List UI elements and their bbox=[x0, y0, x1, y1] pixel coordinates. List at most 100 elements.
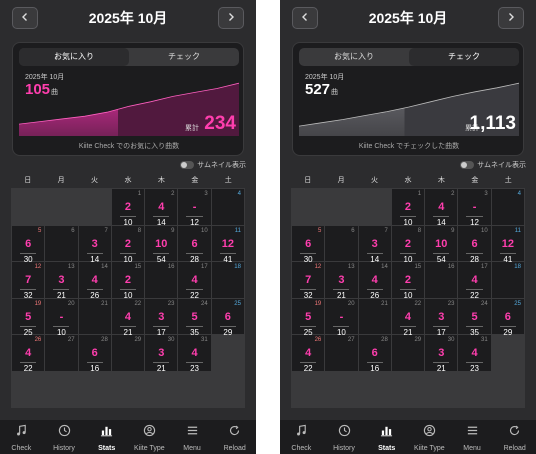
calendar-day-cell[interactable]: 14 4 26 bbox=[358, 262, 391, 300]
thumbnail-toggle[interactable]: サムネイル表示 bbox=[180, 160, 246, 170]
calendar-day-cell[interactable]: 13 3 21 bbox=[45, 262, 78, 300]
calendar-day-cell[interactable]: 21 bbox=[358, 298, 391, 334]
calendar-day-cell[interactable]: 16 bbox=[425, 262, 458, 298]
tab-reload[interactable]: Reload bbox=[493, 420, 536, 454]
tab-stats[interactable]: Stats bbox=[85, 420, 128, 454]
calendar-day-cell[interactable]: 7 3 14 bbox=[78, 225, 111, 264]
tab-check[interactable]: Check bbox=[0, 420, 43, 454]
calendar-day-cell[interactable]: 24 5 35 bbox=[178, 298, 211, 337]
tab-favorites[interactable]: お気に入り bbox=[19, 48, 129, 66]
day-number: 29 bbox=[134, 337, 142, 343]
calendar-day-cell[interactable]: 23 3 17 bbox=[145, 298, 178, 337]
day-number: 1 bbox=[137, 191, 142, 197]
calendar-day-cell[interactable]: 2 4 14 bbox=[425, 189, 458, 227]
tab-favorites[interactable]: お気に入り bbox=[334, 52, 374, 61]
calendar-day-cell[interactable]: 5 6 30 bbox=[12, 225, 45, 264]
calendar-day-cell[interactable]: 1 2 10 bbox=[111, 189, 145, 227]
calendar-day-cell[interactable]: 5 6 30 bbox=[292, 225, 325, 264]
calendar-day-cell[interactable]: 30 3 21 bbox=[425, 335, 458, 373]
calendar-day-cell[interactable]: 31 4 23 bbox=[458, 335, 491, 373]
prev-month-button[interactable] bbox=[12, 7, 38, 29]
calendar-day-cell[interactable]: 26 4 22 bbox=[12, 335, 45, 373]
calendar-day-cell[interactable]: 3 - 12 bbox=[178, 189, 211, 227]
tab-check[interactable]: Check bbox=[280, 420, 323, 454]
calendar-day-cell[interactable]: 6 bbox=[325, 225, 358, 261]
calendar-day-cell[interactable]: 18 bbox=[211, 262, 244, 298]
calendar-day-cell[interactable]: 11 12 41 bbox=[491, 225, 524, 264]
calendar-day-cell[interactable]: 23 3 17 bbox=[425, 298, 458, 337]
favorite-count: 5 bbox=[305, 310, 312, 323]
next-month-button[interactable] bbox=[218, 7, 244, 29]
calendar-day-cell[interactable]: 21 bbox=[78, 298, 111, 334]
tab-kiite-type[interactable]: Kiite Type bbox=[128, 420, 171, 454]
tab-stats[interactable]: Stats bbox=[365, 420, 408, 454]
calendar-day-cell[interactable]: 17 4 22 bbox=[178, 262, 211, 300]
calendar-day-cell[interactable]: 24 5 35 bbox=[458, 298, 491, 337]
toggle-knob bbox=[461, 162, 468, 168]
stats-month-label: 2025年 10月 bbox=[25, 74, 65, 81]
calendar-day-cell[interactable]: 20- 10 bbox=[45, 298, 78, 337]
calendar-day-cell[interactable]: 1 2 10 bbox=[391, 189, 425, 227]
calendar-day-cell[interactable]: 31 4 23 bbox=[178, 335, 211, 373]
calendar-day-cell[interactable]: 4 bbox=[491, 189, 524, 225]
toggle-switch[interactable] bbox=[460, 161, 475, 169]
tab-menu[interactable]: Menu bbox=[171, 420, 214, 454]
tab-kiite-type[interactable]: Kiite Type bbox=[408, 420, 451, 454]
next-month-button[interactable] bbox=[498, 7, 524, 29]
calendar-day-cell[interactable]: 4 bbox=[211, 189, 244, 225]
calendar-day-cell[interactable]: 22 4 21 bbox=[111, 298, 145, 337]
calendar-day-cell[interactable]: 12 7 32 bbox=[12, 262, 45, 300]
monthly-count-value: 527 bbox=[305, 81, 331, 98]
calendar-day-cell[interactable]: 30 3 21 bbox=[145, 335, 178, 373]
calendar-day-cell[interactable]: 7 3 14 bbox=[358, 225, 391, 264]
day-number: 30 bbox=[447, 337, 455, 343]
calendar-day-cell[interactable]: 27 bbox=[45, 335, 78, 371]
tab-reload[interactable]: Reload bbox=[213, 420, 256, 454]
stats-caption: Kiite Check でのお気に入り曲数 bbox=[78, 143, 180, 150]
calendar-day-cell[interactable]: 8 2 10 bbox=[391, 225, 425, 264]
tab-checks[interactable]: チェック bbox=[409, 48, 519, 66]
calendar-day-cell[interactable]: 6 bbox=[45, 225, 78, 261]
thumbnail-toggle[interactable]: サムネイル表示 bbox=[460, 160, 526, 170]
toggle-switch[interactable] bbox=[180, 161, 195, 169]
calendar-day-cell[interactable]: 28 6 16 bbox=[78, 335, 111, 373]
check-count: 12 bbox=[470, 218, 480, 227]
calendar-day-cell[interactable]: 25 6 29 bbox=[491, 298, 524, 337]
calendar-day-cell[interactable]: 27 bbox=[325, 335, 358, 371]
calendar-day-cell[interactable]: 9 10 54 bbox=[425, 225, 458, 264]
calendar-day-cell[interactable]: 15 2 10 bbox=[391, 262, 425, 300]
calendar-day-cell[interactable]: 17 4 22 bbox=[458, 262, 491, 300]
tab-history[interactable]: History bbox=[43, 420, 86, 454]
calendar-day-cell[interactable]: 18 bbox=[491, 262, 524, 298]
calendar-day-cell[interactable]: 9 10 54 bbox=[145, 225, 178, 264]
calendar-day-cell[interactable]: 16 bbox=[145, 262, 178, 298]
prev-month-button[interactable] bbox=[292, 7, 318, 29]
calendar-day-cell[interactable]: 19 5 25 bbox=[292, 298, 325, 337]
calendar-day-cell[interactable]: 2 4 14 bbox=[145, 189, 178, 227]
monthly-count: 527曲 bbox=[305, 81, 338, 98]
tab-checks[interactable]: チェック bbox=[168, 52, 200, 61]
calendar-day-cell[interactable]: 20- 10 bbox=[325, 298, 358, 337]
tab-menu[interactable]: Menu bbox=[451, 420, 494, 454]
calendar-day-cell[interactable]: 29 bbox=[391, 335, 425, 371]
calendar-day-cell[interactable]: 29 bbox=[111, 335, 145, 371]
calendar-blank-cell bbox=[358, 189, 391, 225]
calendar-day-cell[interactable]: 12 7 32 bbox=[292, 262, 325, 300]
calendar-day-cell[interactable]: 25 6 29 bbox=[211, 298, 244, 337]
calendar-day-cell[interactable]: 14 4 26 bbox=[78, 262, 111, 300]
calendar-day-cell[interactable]: 26 4 22 bbox=[292, 335, 325, 373]
calendar-day-cell[interactable]: 10 6 28 bbox=[458, 225, 491, 264]
day-number: 6 bbox=[71, 227, 75, 234]
calendar-day-cell[interactable]: 15 2 10 bbox=[111, 262, 145, 300]
calendar-day-cell[interactable]: 22 4 21 bbox=[391, 298, 425, 337]
calendar-day-cell[interactable]: 28 6 16 bbox=[358, 335, 391, 373]
calendar-day-cell[interactable]: 10 6 28 bbox=[178, 225, 211, 264]
calendar-day-cell[interactable]: 13 3 21 bbox=[325, 262, 358, 300]
calendar-day-cell[interactable]: 8 2 10 bbox=[111, 225, 145, 264]
day-number: 28 bbox=[101, 337, 108, 343]
calendar-day-cell[interactable]: 11 12 41 bbox=[211, 225, 244, 264]
favorite-count: 12 bbox=[501, 237, 514, 250]
calendar-day-cell[interactable]: 3 - 12 bbox=[458, 189, 491, 227]
tab-history[interactable]: History bbox=[323, 420, 366, 454]
calendar-day-cell[interactable]: 19 5 25 bbox=[12, 298, 45, 337]
